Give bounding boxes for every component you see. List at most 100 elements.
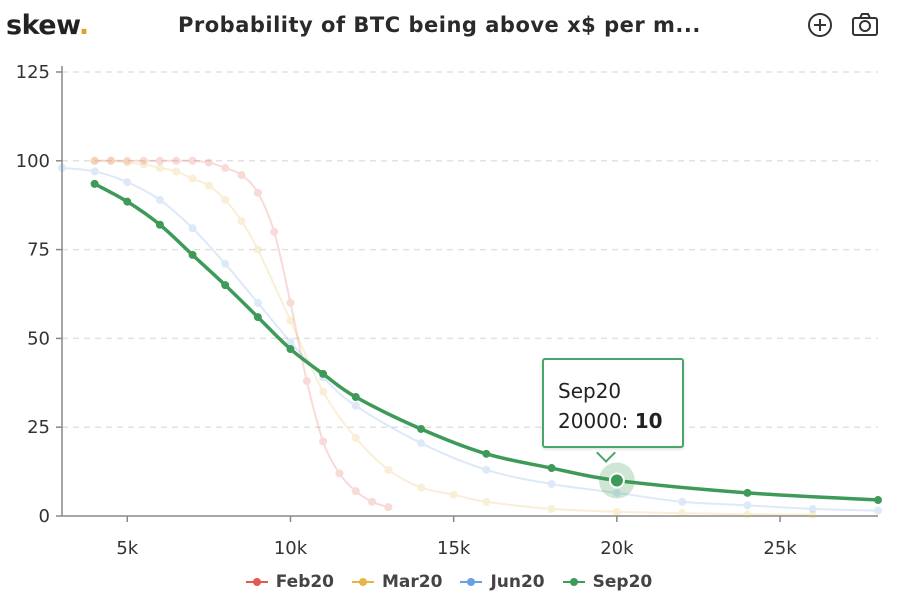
data-point xyxy=(319,387,328,396)
x-tick-label: 20k xyxy=(600,538,634,559)
tooltip-x: 20000: xyxy=(558,409,629,433)
legend-swatch xyxy=(352,576,375,588)
legend-label: Feb20 xyxy=(275,572,335,592)
plus-circle-icon[interactable] xyxy=(806,11,834,39)
data-point xyxy=(270,227,279,236)
x-tick-label: 25k xyxy=(763,538,797,559)
series-line xyxy=(61,166,879,512)
series-line xyxy=(94,159,389,509)
data-point xyxy=(204,158,213,167)
data-point xyxy=(90,156,99,165)
data-point xyxy=(106,156,115,165)
data-point xyxy=(90,156,99,165)
data-point xyxy=(123,197,132,206)
skew-logo: skew. xyxy=(6,10,89,41)
data-point xyxy=(368,497,377,506)
series-jun20 xyxy=(58,163,882,515)
data-point xyxy=(417,483,426,492)
data-point xyxy=(221,259,230,268)
data-point xyxy=(58,163,66,172)
legend-label: Sep20 xyxy=(592,572,653,592)
legend-item-jun20[interactable]: Jun20 xyxy=(460,572,545,592)
data-point xyxy=(351,433,360,442)
chart-tooltip: Sep20 20000: 10 xyxy=(542,358,684,448)
data-point xyxy=(221,163,230,172)
data-point xyxy=(172,167,181,176)
tooltip-series: Sep20 xyxy=(558,379,622,403)
data-point xyxy=(139,156,148,165)
series-sep20 xyxy=(90,179,882,505)
y-tick-label: 100 xyxy=(16,151,50,172)
data-point xyxy=(743,510,752,519)
data-point xyxy=(253,188,262,197)
series-line xyxy=(93,182,879,502)
y-tick-label: 0 xyxy=(39,506,50,527)
data-point xyxy=(384,503,393,512)
data-point xyxy=(286,298,295,307)
data-point xyxy=(286,337,295,346)
data-point xyxy=(678,497,687,506)
legend-item-mar20[interactable]: Mar20 xyxy=(352,572,442,592)
camera-icon[interactable] xyxy=(851,11,879,39)
series-mar20 xyxy=(90,156,817,519)
legend-label: Mar20 xyxy=(382,572,443,592)
data-point xyxy=(874,496,882,505)
series-layer xyxy=(58,156,882,519)
data-point xyxy=(547,464,556,473)
data-point xyxy=(237,217,246,226)
data-point xyxy=(743,501,752,510)
y-tick-label: 25 xyxy=(27,417,50,438)
data-point xyxy=(204,181,213,190)
data-point xyxy=(351,401,360,410)
data-point xyxy=(612,507,621,516)
axes: 0 25 50 75 100 125 5k 10k 15k 20k 25k xyxy=(16,62,878,559)
data-point xyxy=(351,487,360,496)
data-point xyxy=(384,465,393,474)
data-point xyxy=(482,465,491,474)
legend-swatch xyxy=(460,576,483,588)
x-tick-label: 10k xyxy=(274,538,308,559)
data-point xyxy=(417,439,426,448)
data-point xyxy=(123,178,132,187)
data-point xyxy=(253,245,262,254)
chart-title: Probability of BTC being above x$ per m.… xyxy=(178,13,701,37)
data-point xyxy=(172,156,181,165)
data-point xyxy=(253,313,262,322)
data-point xyxy=(123,158,132,167)
data-point xyxy=(188,174,197,183)
data-point xyxy=(123,156,132,165)
x-tick-label: 5k xyxy=(116,538,138,559)
data-point xyxy=(155,163,164,172)
data-point xyxy=(482,497,491,506)
chart-legend: Feb20 Mar20 Jun20 Sep20 xyxy=(0,572,898,592)
data-point xyxy=(319,369,328,378)
series-feb20 xyxy=(90,156,393,512)
legend-item-sep20[interactable]: Sep20 xyxy=(562,572,653,592)
data-point xyxy=(139,160,148,169)
legend-swatch xyxy=(562,576,585,588)
data-point xyxy=(155,156,164,165)
data-point xyxy=(286,345,295,354)
y-tick-label: 75 xyxy=(27,240,50,261)
data-point xyxy=(808,504,817,513)
data-point xyxy=(743,488,752,497)
data-point xyxy=(221,281,230,290)
data-point xyxy=(90,179,99,188)
data-point xyxy=(678,509,687,518)
data-point xyxy=(155,220,164,229)
data-point xyxy=(188,250,197,259)
legend-item-feb20[interactable]: Feb20 xyxy=(245,572,335,592)
data-point xyxy=(237,171,246,180)
data-point xyxy=(351,393,360,402)
data-point xyxy=(253,298,262,307)
data-point xyxy=(335,469,344,478)
data-point xyxy=(188,156,197,165)
data-point xyxy=(188,224,197,233)
data-point xyxy=(417,424,426,433)
data-point xyxy=(874,506,882,515)
data-point xyxy=(319,437,328,446)
data-point xyxy=(449,490,458,499)
y-tick-label: 50 xyxy=(27,328,50,349)
data-point xyxy=(302,377,311,386)
